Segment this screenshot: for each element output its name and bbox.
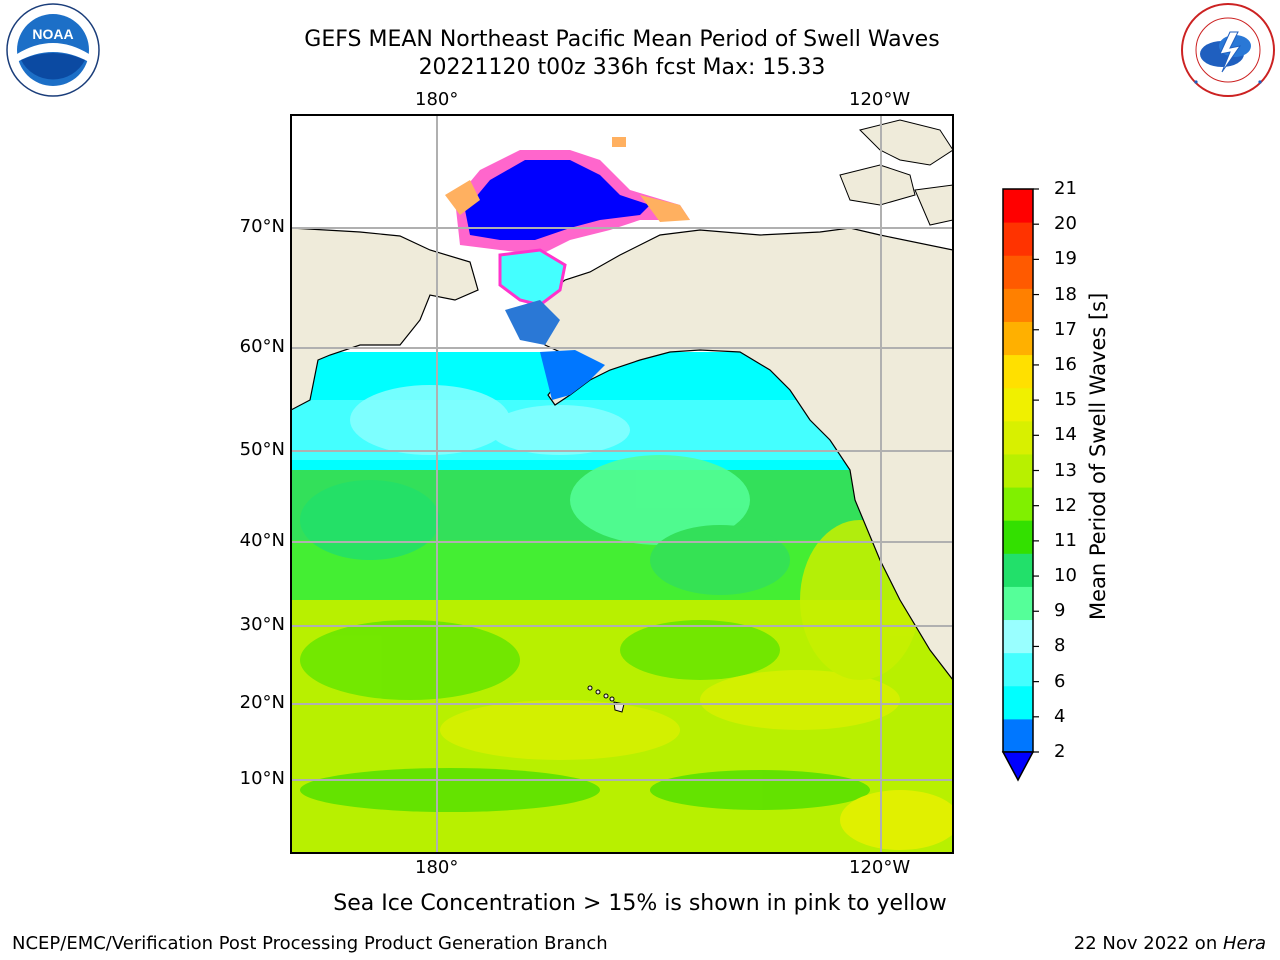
colorbar-tick-label: 16 bbox=[1054, 353, 1077, 375]
colorbar-segment bbox=[1003, 387, 1033, 422]
colorbar-segment bbox=[1003, 222, 1033, 256]
colorbar-segment bbox=[1003, 487, 1033, 521]
footer-host: Hera bbox=[1222, 933, 1266, 954]
colorbar-segment bbox=[1003, 321, 1033, 356]
colorbar-tick-label: 19 bbox=[1054, 248, 1077, 270]
lat-label-10n: 10°N bbox=[239, 768, 285, 789]
colorbar-tick-label: 21 bbox=[1054, 178, 1077, 199]
colorbar-tick-label: 11 bbox=[1054, 529, 1077, 551]
colorbar-tick-label: 15 bbox=[1054, 389, 1077, 411]
land-siberia bbox=[291, 227, 479, 411]
colorbar-segment bbox=[1003, 189, 1033, 223]
graticule bbox=[291, 115, 953, 853]
colorbar-segment bbox=[1003, 586, 1033, 621]
noaa-logo-text: NOAA bbox=[32, 26, 73, 42]
sea-ice-note: Sea Ice Concentration > 15% is shown in … bbox=[333, 891, 947, 916]
colorbar-segment bbox=[1003, 553, 1033, 587]
colorbar-segment bbox=[1003, 718, 1033, 753]
footer-date: 22 Nov 2022 on Hera bbox=[1074, 933, 1266, 954]
land-arctic-islands bbox=[859, 119, 953, 166]
colorbar-segment bbox=[1003, 255, 1033, 289]
lon-label-top-120w: 120°W bbox=[849, 89, 911, 110]
colorbar-tick-label: 8 bbox=[1054, 635, 1066, 657]
colorbar-segment bbox=[1003, 453, 1033, 488]
lat-label-30n: 30°N bbox=[239, 614, 285, 635]
colorbar-tick-label: 6 bbox=[1054, 670, 1066, 692]
map-area bbox=[291, 115, 953, 853]
footer-date-text: 22 Nov 2022 on bbox=[1073, 933, 1223, 954]
colorbar-tick-label: 18 bbox=[1054, 283, 1077, 305]
colorbar-segment bbox=[1003, 520, 1033, 554]
chart-subtitle: 20221120 t00z 336h fcst Max: 15.33 bbox=[418, 55, 826, 80]
lat-label-70n: 70°N bbox=[239, 216, 285, 237]
lat-label-20n: 20°N bbox=[239, 692, 285, 713]
colorbar-tick-label: 9 bbox=[1054, 600, 1066, 622]
colorbar-segment bbox=[1003, 420, 1033, 455]
colorbar-segment bbox=[1003, 354, 1033, 389]
colorbar-label: Mean Period of Swell Waves [s] bbox=[1086, 292, 1110, 620]
colorbar-segment bbox=[1003, 685, 1033, 720]
footer-credit: NCEP/EMC/Verification Post Processing Pr… bbox=[12, 933, 608, 954]
lon-label-top-180: 180° bbox=[415, 89, 459, 110]
land-north-america bbox=[539, 227, 953, 681]
noaa-logo: NOAA bbox=[6, 3, 100, 97]
lon-label-bottom-120w: 120°W bbox=[849, 857, 911, 878]
nws-logo bbox=[1181, 3, 1275, 97]
colorbar-segment bbox=[1003, 619, 1033, 654]
chart-title: GEFS MEAN Northeast Pacific Mean Period … bbox=[304, 27, 940, 52]
lat-label-40n: 40°N bbox=[239, 530, 285, 551]
lat-label-50n: 50°N bbox=[239, 439, 285, 460]
colorbar-segment bbox=[1003, 288, 1033, 322]
colorbar-tick-label: 13 bbox=[1054, 459, 1077, 481]
colorbar-tick-label: 12 bbox=[1054, 494, 1077, 516]
colorbar-tick-label: 4 bbox=[1054, 705, 1066, 727]
colorbar-tick-label: 20 bbox=[1054, 213, 1077, 235]
colorbar-tick-label: 10 bbox=[1054, 565, 1077, 587]
colorbar-tick-label: 2 bbox=[1054, 741, 1066, 762]
colorbar-tick-label: 14 bbox=[1054, 424, 1077, 446]
lat-label-60n: 60°N bbox=[239, 336, 285, 357]
colorbar-extend-triangle bbox=[1001, 751, 1035, 782]
colorbar bbox=[1001, 188, 1039, 782]
colorbar-tick-label: 17 bbox=[1054, 318, 1077, 340]
lon-label-bottom-180: 180° bbox=[415, 857, 459, 878]
map-frame bbox=[290, 114, 954, 854]
colorbar-segment bbox=[1003, 652, 1033, 687]
